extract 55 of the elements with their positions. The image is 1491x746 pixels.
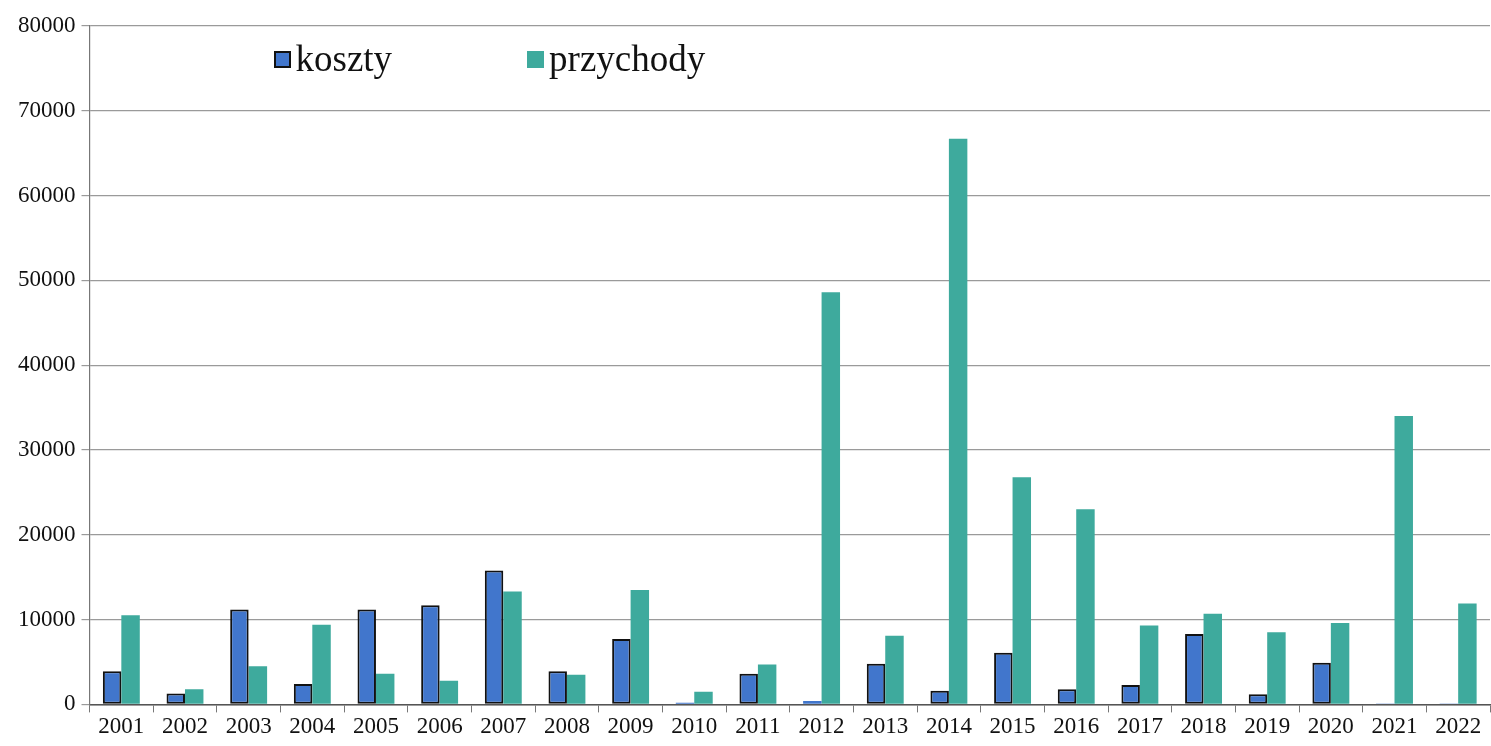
x-tick-label: 2021 — [1371, 713, 1418, 739]
x-tick-label: 2001 — [98, 713, 145, 739]
bar — [1076, 509, 1095, 704]
x-tick-label: 2014 — [925, 713, 973, 739]
legend-label: przychody — [549, 38, 706, 79]
x-tick-label: 2020 — [1307, 713, 1354, 739]
x-tick-label: 2005 — [352, 713, 399, 739]
bar — [1394, 416, 1413, 704]
bar — [757, 664, 777, 704]
bar — [312, 624, 331, 704]
bar — [885, 635, 904, 704]
bar — [248, 666, 268, 704]
bar — [566, 674, 586, 704]
x-tick-label: 2004 — [289, 713, 336, 739]
bar — [1012, 477, 1032, 704]
x-tick-label: 2009 — [607, 713, 654, 739]
y-tick-label: 50000 — [18, 266, 76, 292]
bar — [1139, 625, 1159, 704]
y-tick-label: 80000 — [18, 12, 76, 38]
x-tick-label: 2018 — [1180, 713, 1227, 739]
x-tick-label: 2002 — [161, 713, 208, 739]
bar — [1458, 603, 1477, 704]
bar — [439, 680, 459, 704]
bar — [821, 292, 841, 704]
bar — [1267, 632, 1286, 704]
bar — [375, 673, 395, 704]
bar — [503, 591, 522, 704]
x-tick-label: 2006 — [416, 713, 463, 739]
x-tick-label: 2019 — [1244, 713, 1291, 739]
legend-label: koszty — [295, 38, 393, 79]
bar — [121, 615, 140, 704]
y-tick-label: 20000 — [18, 520, 76, 546]
x-tick-label: 2007 — [480, 713, 527, 739]
x-tick-label: 2003 — [225, 713, 272, 739]
y-tick-label: 0 — [64, 690, 76, 716]
bar — [630, 589, 650, 704]
x-tick-label: 2017 — [1116, 713, 1163, 739]
y-tick-label: 30000 — [18, 436, 76, 462]
x-tick-label: 2022 — [1435, 713, 1482, 739]
y-tick-label: 60000 — [18, 181, 76, 207]
x-tick-label: 2011 — [735, 713, 781, 739]
bar — [948, 138, 968, 704]
x-tick-label: 2013 — [862, 713, 909, 739]
x-tick-label: 2008 — [543, 713, 590, 739]
x-tick-label: 2010 — [671, 713, 718, 739]
y-tick-label: 10000 — [18, 605, 76, 631]
y-tick-label: 40000 — [18, 351, 76, 377]
y-tick-label: 70000 — [18, 96, 76, 122]
x-tick-label: 2015 — [989, 713, 1036, 739]
bar — [184, 689, 204, 704]
bar — [694, 691, 713, 704]
bar — [1203, 613, 1222, 704]
x-tick-label: 2016 — [1053, 713, 1100, 739]
x-tick-label: 2012 — [798, 713, 845, 739]
bar — [1330, 622, 1350, 704]
